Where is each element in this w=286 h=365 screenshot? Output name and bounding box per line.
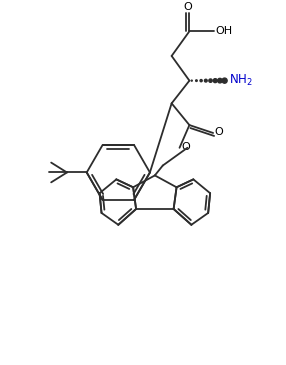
Circle shape [200, 80, 202, 82]
Circle shape [218, 78, 222, 83]
Circle shape [222, 78, 227, 83]
Text: NH$_2$: NH$_2$ [229, 73, 253, 88]
Circle shape [196, 80, 197, 81]
Text: O: O [214, 127, 223, 137]
Circle shape [191, 80, 192, 81]
Text: O: O [182, 142, 190, 152]
Circle shape [209, 79, 212, 82]
Text: OH: OH [215, 26, 232, 36]
Circle shape [213, 79, 217, 82]
Text: O: O [183, 1, 192, 12]
Circle shape [204, 79, 207, 82]
